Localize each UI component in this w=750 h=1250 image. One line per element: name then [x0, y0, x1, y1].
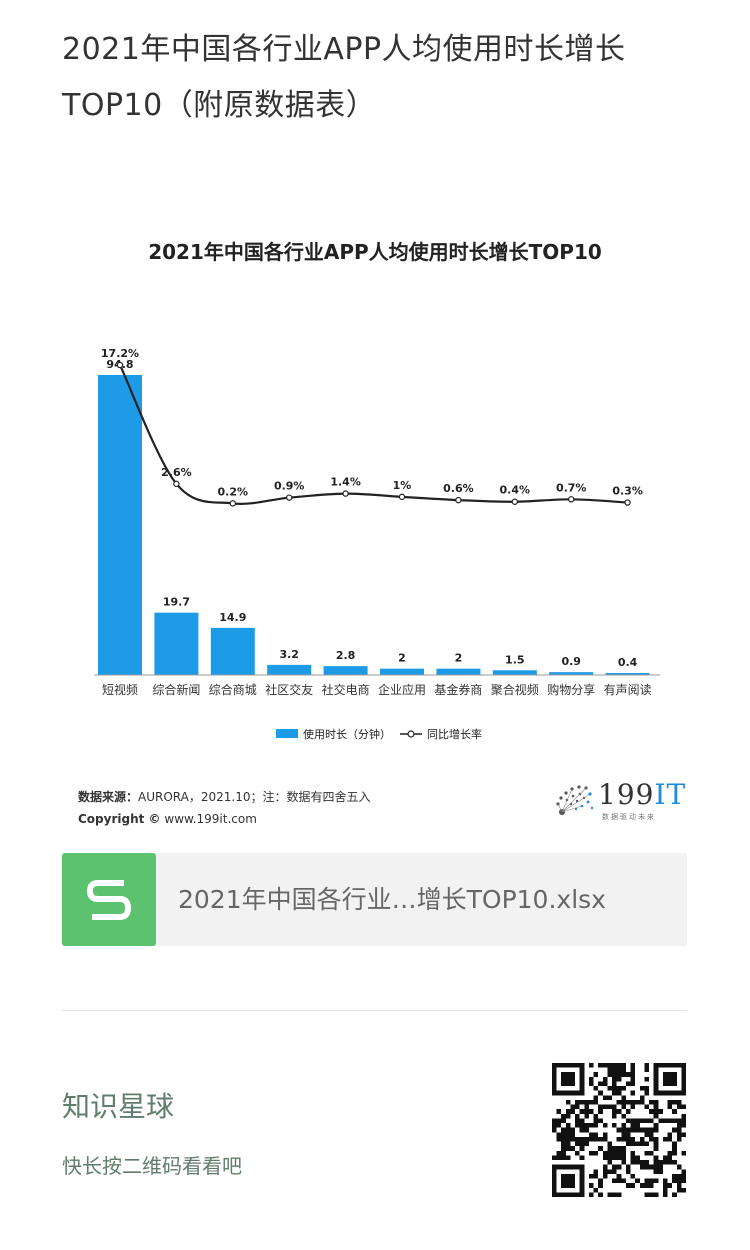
- growth-data-label: 0.7%: [556, 481, 587, 494]
- spreadsheet-s-icon: [62, 853, 156, 946]
- section-divider: [62, 1010, 687, 1011]
- growth-point: [455, 496, 462, 504]
- growth-data-label: 0.3%: [612, 485, 643, 498]
- growth-data-label: 0.9%: [274, 480, 305, 493]
- growth-point: [342, 490, 349, 497]
- source-text: AURORA，2021.10；注：数据有四舍五入: [138, 790, 371, 804]
- promo-subtitle: 快长按二维码看看吧: [62, 1154, 242, 1178]
- growth-point: [285, 494, 293, 501]
- bar-data-label: 14.9: [219, 611, 246, 624]
- bar: [549, 672, 594, 675]
- x-tick-label: 有声阅读: [604, 683, 652, 697]
- growth-data-label: 0.2%: [218, 485, 249, 498]
- growth-data-label: 2.6%: [161, 466, 192, 479]
- bar-data-label: 3.2: [279, 648, 299, 661]
- combo-chart: 2021年中国各行业APP人均使用时长增长TOP1094.8短视频19.7综合新…: [94, 240, 660, 741]
- x-tick-label: 基金券商: [434, 682, 482, 697]
- 199it-logo: 199IT 数据驱动未来: [552, 778, 685, 826]
- bar-data-label: 2.8: [336, 649, 356, 662]
- x-tick-label: 社区交友: [265, 682, 313, 697]
- attachment-file-name[interactable]: 2021年中国各行业…增长TOP10.xlsx: [178, 885, 606, 914]
- legend-bar-label: 使用时长（分钟）: [303, 727, 391, 741]
- attachment-card[interactable]: 2021年中国各行业…增长TOP10.xlsx: [62, 853, 687, 946]
- bar: [605, 673, 650, 675]
- copyright-text: www.199it.com: [164, 812, 257, 826]
- x-tick-label: 购物分享: [547, 682, 595, 697]
- legend-bar-swatch: [276, 729, 298, 738]
- logo-tagline: 数据驱动未来: [602, 813, 656, 821]
- growth-data-label: 0.6%: [443, 482, 474, 495]
- growth-point: [568, 496, 575, 503]
- chart-title: 2021年中国各行业APP人均使用时长增长TOP10: [148, 240, 602, 264]
- bar-data-label: 19.7: [163, 596, 190, 609]
- x-tick-label: 综合商城: [209, 682, 257, 697]
- logo-accent: IT: [654, 778, 687, 811]
- logo-main: 199: [598, 778, 655, 811]
- copyright-label: Copyright ©: [78, 812, 161, 826]
- growth-data-label: 0.4%: [500, 484, 531, 497]
- bar: [210, 627, 255, 675]
- promo-title: 知识星球: [62, 1090, 175, 1123]
- bar-data-label: 1.5: [505, 653, 525, 666]
- growth-point: [116, 361, 124, 369]
- x-tick-label: 短视频: [102, 682, 138, 697]
- chart-card: 2021年中国各行业APP人均使用时长增长TOP1094.8短视频19.7综合新…: [60, 215, 690, 835]
- growth-point: [398, 493, 406, 501]
- source-label: 数据来源：: [78, 790, 139, 804]
- dandelion-icon: [556, 785, 594, 815]
- bar: [98, 375, 142, 675]
- legend-line-label: 同比增长率: [427, 727, 482, 741]
- growth-data-label: 1%: [393, 479, 412, 492]
- growth-data-label: 17.2%: [101, 347, 139, 360]
- bar: [492, 670, 537, 675]
- growth-point: [229, 500, 236, 507]
- x-tick-label: 企业应用: [378, 682, 426, 697]
- bar: [267, 664, 312, 675]
- page-title: 2021年中国各行业APP人均使用时长增长TOP10（附原数据表）: [62, 32, 626, 123]
- bar-data-label: 0.4: [618, 656, 638, 669]
- x-tick-label: 聚合视频: [491, 682, 539, 697]
- chart-source: 数据来源：AURORA，2021.10；注：数据有四舍五入 Copyright …: [78, 786, 370, 830]
- growth-point: [624, 499, 631, 506]
- growth-data-label: 1.4%: [330, 476, 361, 489]
- bar-data-label: 2: [398, 652, 406, 665]
- bar: [154, 612, 199, 675]
- bar-data-label: 0.9: [561, 655, 581, 668]
- bar: [323, 666, 368, 675]
- growth-point: [511, 498, 518, 505]
- growth-point: [173, 480, 180, 488]
- bar: [436, 668, 481, 675]
- growth-line: [119, 364, 628, 505]
- x-tick-label: 综合新闻: [152, 682, 200, 697]
- qr-code-icon[interactable]: [552, 1063, 686, 1197]
- bar-data-label: 2: [455, 652, 463, 665]
- legend-line-marker: [407, 730, 415, 738]
- bar: [380, 668, 424, 675]
- x-tick-label: 社交电商: [322, 682, 370, 697]
